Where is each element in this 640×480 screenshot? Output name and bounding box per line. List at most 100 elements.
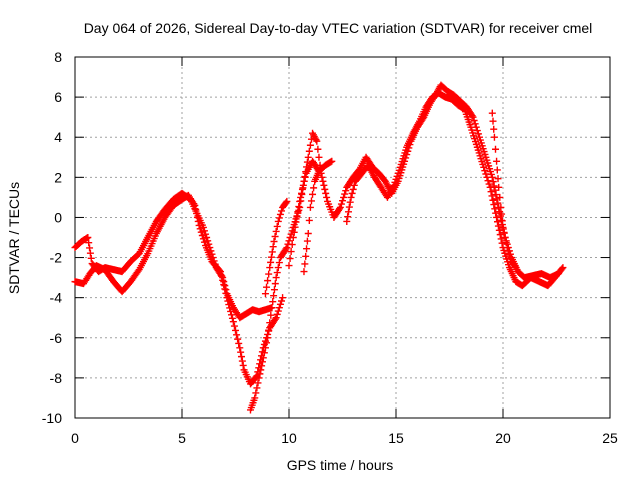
- y-tick-label: -4: [50, 290, 63, 306]
- data-point: [310, 184, 318, 192]
- data-point: [292, 218, 300, 226]
- data-point: [512, 264, 520, 272]
- data-point: [199, 235, 207, 243]
- data-point: [221, 285, 229, 293]
- data-point: [305, 216, 313, 224]
- data-point: [261, 290, 269, 298]
- data-point: [236, 344, 244, 352]
- data-point: [203, 234, 211, 241]
- data-point: [273, 269, 281, 277]
- data-point: [300, 268, 308, 276]
- data-points: [71, 81, 567, 414]
- data-point: [315, 153, 323, 161]
- data-point: [196, 225, 204, 233]
- data-point: [198, 231, 206, 239]
- data-point: [264, 334, 272, 342]
- data-point: [283, 244, 291, 252]
- data-point: [273, 310, 281, 318]
- data-point: [294, 208, 302, 216]
- data-point: [299, 181, 307, 189]
- x-axis-label: GPS time / hours: [287, 457, 394, 473]
- data-point: [481, 167, 489, 175]
- data-point: [301, 173, 309, 181]
- data-point: [194, 217, 202, 225]
- data-point: [348, 189, 356, 197]
- data-point: [490, 133, 498, 141]
- data-point: [482, 170, 490, 178]
- data-point: [230, 322, 238, 330]
- data-point: [504, 247, 512, 255]
- data-point: [490, 201, 498, 209]
- data-point: [346, 198, 354, 206]
- data-point: [313, 137, 321, 145]
- data-point: [271, 232, 279, 240]
- data-point: [323, 193, 331, 201]
- y-tick-label: 2: [54, 169, 62, 185]
- data-point: [276, 300, 284, 308]
- data-point: [468, 112, 476, 120]
- data-point: [228, 311, 236, 319]
- data-point: [496, 231, 504, 239]
- data-point: [312, 136, 320, 144]
- data-point: [488, 109, 496, 117]
- data-point: [340, 193, 348, 201]
- x-tick-label: 15: [388, 430, 404, 446]
- data-point: [265, 326, 273, 334]
- data-point: [505, 251, 513, 259]
- data-point: [559, 264, 567, 272]
- data-point: [558, 265, 566, 273]
- data-point: [492, 191, 500, 199]
- data-point: [252, 389, 260, 397]
- data-point: [309, 190, 317, 198]
- data-point: [471, 120, 479, 128]
- data-point: [319, 177, 327, 185]
- data-point: [268, 248, 276, 256]
- data-point: [485, 180, 493, 188]
- data-point: [315, 167, 323, 175]
- y-tick-label: 6: [54, 89, 62, 105]
- data-point: [274, 217, 282, 225]
- data-point: [272, 314, 280, 322]
- axis-ticks: -10 -8 -6 -4 -2 0 2 4 6 8 0 5 10 15 20 25: [42, 49, 618, 446]
- data-point: [268, 304, 276, 312]
- data-point: [289, 234, 297, 241]
- data-point: [233, 331, 241, 339]
- data-point: [349, 185, 357, 193]
- data-point: [301, 260, 309, 268]
- y-axis-label: SDTVAR / TECUs: [6, 182, 22, 294]
- data-point: [86, 249, 94, 257]
- x-tick-label: 10: [281, 430, 297, 446]
- data-point: [493, 218, 501, 226]
- data-point: [303, 237, 311, 245]
- y-tick-label: -8: [50, 370, 63, 386]
- data-point: [321, 185, 329, 193]
- grid-lines: [75, 57, 610, 418]
- data-point: [267, 311, 275, 319]
- data-point: [232, 326, 239, 334]
- data-point: [300, 177, 308, 185]
- data-point: [270, 292, 278, 300]
- data-point: [222, 289, 230, 297]
- data-point: [511, 262, 519, 270]
- data-point: [264, 277, 272, 285]
- data-point: [339, 197, 346, 205]
- data-point: [296, 203, 304, 211]
- data-point: [269, 298, 277, 306]
- data-point: [87, 254, 95, 262]
- data-point: [279, 294, 287, 302]
- data-point: [328, 157, 336, 165]
- data-point: [85, 239, 93, 247]
- data-point: [282, 245, 290, 253]
- data-point: [193, 209, 201, 217]
- data-point: [275, 259, 283, 267]
- y-tick-label: -6: [50, 330, 63, 346]
- data-point: [237, 353, 245, 361]
- data-point: [498, 239, 506, 247]
- data-point: [337, 200, 345, 208]
- data-point: [486, 183, 494, 191]
- data-point: [493, 157, 501, 165]
- data-point: [343, 217, 351, 225]
- data-point: [344, 208, 352, 216]
